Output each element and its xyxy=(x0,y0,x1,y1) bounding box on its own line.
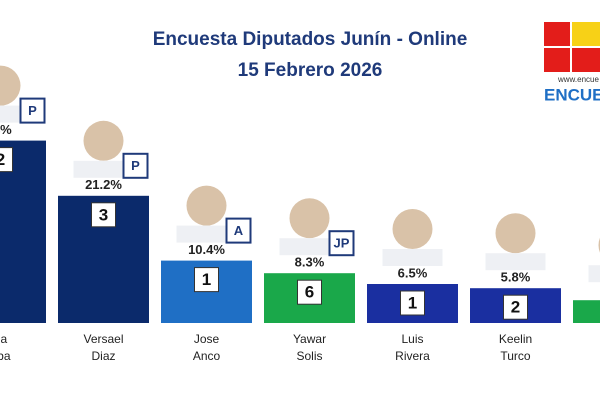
list-box xyxy=(0,147,13,173)
list-box xyxy=(503,294,528,320)
photo-body xyxy=(279,238,340,256)
value-label: 8.3% xyxy=(295,255,325,270)
party-mark: P xyxy=(131,158,140,173)
x-tick-label: Turco xyxy=(500,349,531,363)
list-box xyxy=(194,267,219,293)
party-mark: JP xyxy=(334,236,350,251)
logo-block xyxy=(544,48,570,72)
photo xyxy=(0,65,21,106)
photo xyxy=(495,213,536,254)
photo-body xyxy=(382,249,443,266)
photo xyxy=(186,185,227,226)
photo-body xyxy=(176,225,237,243)
chart-subtitle: 15 Febrero 2026 xyxy=(238,60,383,81)
logo: www.encue ENCUE xyxy=(544,22,600,104)
name-line: Versael xyxy=(83,332,123,346)
list-number: 1 xyxy=(408,293,417,312)
photo xyxy=(392,209,433,249)
list-number: 1 xyxy=(202,270,211,289)
party-logo xyxy=(225,217,252,244)
value-label: .4% xyxy=(0,122,12,137)
value-label: 5.8% xyxy=(501,270,531,285)
bar xyxy=(573,300,600,323)
logo-text: ENCUE xyxy=(544,85,600,104)
party-mark: P xyxy=(28,103,37,118)
x-tick-label: Diaz xyxy=(91,349,115,363)
name-line: Yawar xyxy=(293,332,326,346)
value-label: 10.4% xyxy=(188,242,225,257)
photo-body xyxy=(73,160,134,178)
party-logo xyxy=(122,152,149,179)
party-mark: A xyxy=(234,223,244,238)
photo-body xyxy=(588,265,600,283)
photo xyxy=(289,198,330,239)
list-number: 2 xyxy=(0,150,5,169)
value-label: 6.5% xyxy=(398,265,428,280)
name-line: Luis xyxy=(401,332,423,346)
party-logo xyxy=(19,97,46,124)
logo-block xyxy=(572,22,600,46)
logo-url: www.encue xyxy=(557,75,599,84)
logo-block xyxy=(544,22,570,46)
list-box xyxy=(297,279,322,305)
x-tick-label: Rivera xyxy=(395,349,430,363)
list-box xyxy=(400,290,425,316)
logo-block xyxy=(572,48,600,72)
photo-body xyxy=(485,253,546,271)
x-tick-label: Anco xyxy=(193,349,221,363)
list-number: 2 xyxy=(511,298,520,317)
party-logo xyxy=(328,230,355,257)
x-tick-label: Solis xyxy=(296,349,322,363)
x-tick-label: uba xyxy=(0,349,11,363)
name-line: Jose xyxy=(194,332,220,346)
value-label: 21.2% xyxy=(85,177,122,192)
name-line: Keelin xyxy=(499,332,532,346)
name-line: na xyxy=(0,332,7,346)
list-box xyxy=(91,202,116,228)
chart-title: Encuesta Diputados Junín - Online xyxy=(153,29,468,50)
list-number: 6 xyxy=(305,283,314,302)
photo xyxy=(83,120,124,161)
list-number: 3 xyxy=(99,205,108,224)
